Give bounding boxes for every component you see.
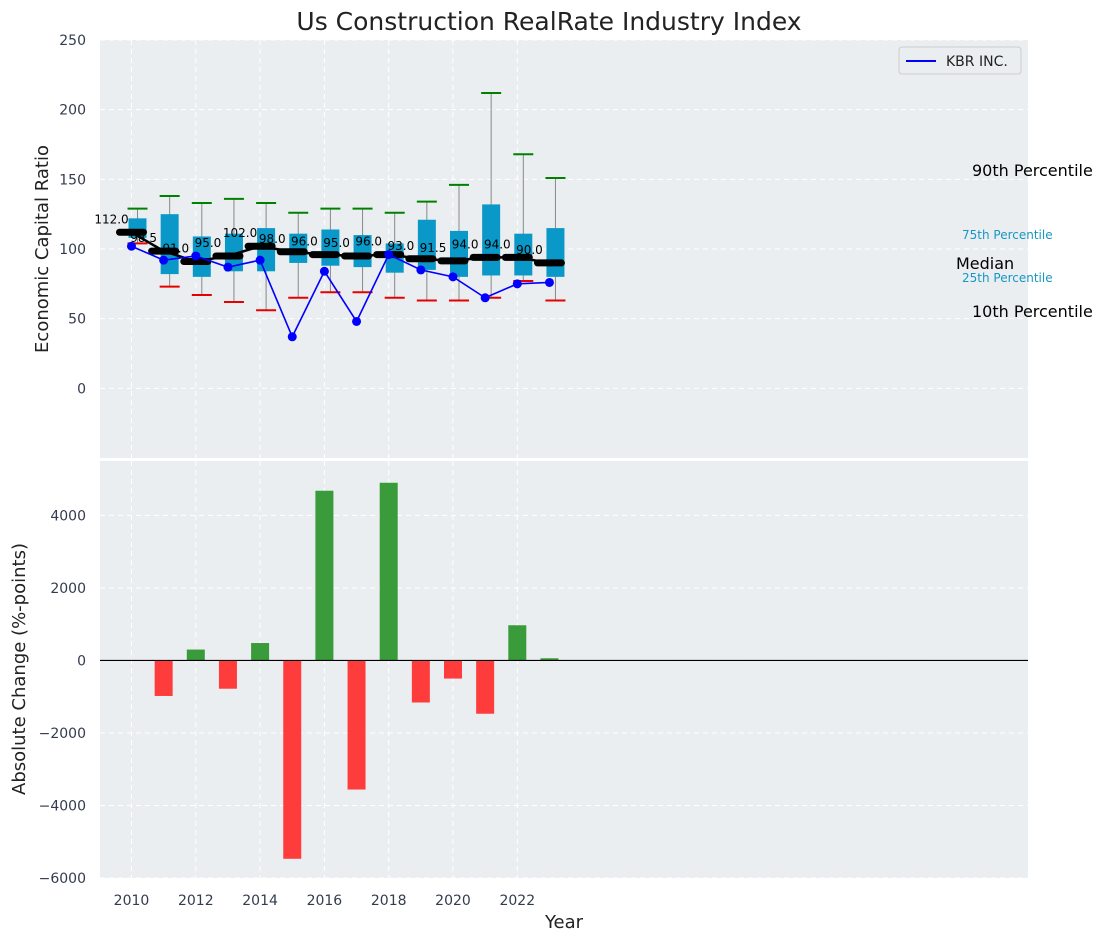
median-value-label: 94.0 bbox=[484, 237, 511, 251]
company-point bbox=[352, 316, 362, 326]
median-value-label: 102.0 bbox=[223, 226, 257, 240]
y-tick-label: −6000 bbox=[39, 871, 86, 887]
annotation-25th-percentile: 25th Percentile bbox=[962, 271, 1053, 285]
change-bar bbox=[315, 490, 334, 661]
company-point bbox=[255, 255, 265, 265]
change-bar bbox=[508, 625, 527, 661]
company-point bbox=[512, 279, 522, 289]
legend-box bbox=[898, 46, 1022, 75]
x-tick-label: 2020 bbox=[435, 893, 471, 909]
box-iqr bbox=[192, 236, 211, 277]
company-point bbox=[191, 251, 201, 261]
box-iqr bbox=[546, 228, 565, 277]
y-tick-label: 50 bbox=[68, 312, 86, 328]
annotation-75th-percentile: 75th Percentile bbox=[962, 228, 1053, 242]
y-tick-label: −2000 bbox=[39, 726, 86, 742]
y-tick-label: 200 bbox=[59, 103, 86, 119]
change-bar bbox=[186, 649, 205, 661]
x-tick-label: 2014 bbox=[242, 893, 278, 909]
company-point bbox=[448, 272, 458, 282]
y-tick-label: 0 bbox=[77, 381, 86, 397]
change-bar bbox=[476, 660, 495, 714]
annotation-90th-percentile: 90th Percentile bbox=[972, 161, 1093, 180]
median-value-label: 90.0 bbox=[516, 243, 543, 257]
change-bar bbox=[347, 660, 366, 790]
median-value-label: 94.0 bbox=[452, 237, 479, 251]
chart-title: Us Construction RealRate Industry Index bbox=[296, 7, 801, 36]
y-tick-label: 100 bbox=[59, 242, 86, 258]
annotation-10th-percentile: 10th Percentile bbox=[972, 302, 1093, 321]
median-value-label: 93.0 bbox=[387, 239, 414, 253]
company-point bbox=[480, 293, 490, 303]
x-tick-label: 2022 bbox=[499, 893, 535, 909]
change-bar bbox=[411, 660, 430, 703]
legend-label: KBR INC. bbox=[946, 54, 1008, 70]
y-tick-label: 2000 bbox=[50, 581, 86, 597]
y-tick-label: −4000 bbox=[39, 798, 86, 814]
box-iqr bbox=[450, 230, 468, 277]
axis-ticks: 0 50 100 150 200 250 −6000 −4000 −2000 0 2000 4000 2… bbox=[39, 33, 535, 909]
median-value-label: 91.0 bbox=[162, 242, 189, 256]
y-tick-label: 4000 bbox=[50, 508, 86, 524]
x-tick-label: 2018 bbox=[371, 893, 407, 909]
x-tick-label: 2016 bbox=[307, 893, 343, 909]
legend: KBR INC. bbox=[898, 46, 1022, 75]
bar-chart-layer bbox=[100, 482, 1028, 859]
x-tick-label: 2010 bbox=[114, 893, 150, 909]
company-point bbox=[416, 265, 426, 275]
change-bar bbox=[218, 660, 237, 689]
median-value-label: 91.5 bbox=[420, 241, 447, 255]
y-tick-label: 0 bbox=[77, 653, 86, 669]
top-y-axis-label: Economic Capital Ratio bbox=[32, 145, 53, 353]
change-bar bbox=[154, 660, 173, 696]
change-bar bbox=[283, 660, 302, 859]
company-point bbox=[384, 250, 394, 260]
company-point bbox=[544, 277, 554, 287]
company-line bbox=[131, 245, 550, 339]
company-point bbox=[223, 262, 233, 272]
median-value-label: 95.0 bbox=[323, 236, 350, 250]
company-point bbox=[287, 332, 297, 342]
median-value-label: 98.5 bbox=[130, 231, 157, 245]
change-bar bbox=[251, 643, 270, 661]
x-axis-label: Year bbox=[544, 912, 584, 933]
median-value-label: 96.0 bbox=[355, 235, 382, 249]
company-point bbox=[127, 241, 136, 251]
y-tick-label: 150 bbox=[59, 172, 86, 188]
company-point bbox=[159, 255, 169, 265]
bottom-plot-area bbox=[100, 461, 1028, 878]
median-value-label: 96.0 bbox=[291, 235, 318, 249]
median-value-label: 98.0 bbox=[259, 232, 286, 246]
median-value-label: 112.0 bbox=[94, 212, 128, 226]
median-value-label: 95.0 bbox=[195, 236, 222, 250]
annotation-median: Median bbox=[956, 254, 1014, 273]
change-bar bbox=[540, 658, 559, 661]
bottom-y-axis-label: Absolute Change (%-points) bbox=[9, 543, 30, 795]
y-tick-label: 250 bbox=[59, 33, 86, 49]
company-point bbox=[319, 266, 329, 276]
change-bar bbox=[444, 660, 462, 679]
x-tick-label: 2012 bbox=[178, 893, 214, 909]
change-bar bbox=[379, 482, 398, 661]
